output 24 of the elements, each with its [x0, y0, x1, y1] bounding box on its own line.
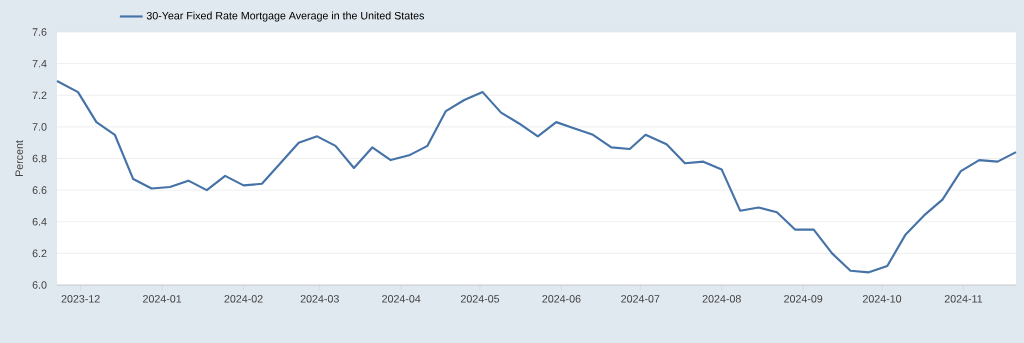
- y-tick-label: 6.0: [32, 281, 47, 289]
- x-tick-label: 2024-02: [224, 295, 263, 303]
- x-tick-label: 2024-04: [382, 295, 421, 303]
- x-tick-label: 2024-05: [460, 295, 500, 303]
- x-tick-label: 2023-12: [61, 295, 100, 303]
- y-tick-label: 6.4: [32, 217, 47, 226]
- x-tick-label: 2024-06: [542, 295, 581, 303]
- y-tick-label: 7.6: [32, 28, 47, 36]
- legend-label: 30-Year Fixed Rate Mortgage Average in the United States: [146, 11, 425, 22]
- x-tick-label: 2024-08: [702, 295, 741, 303]
- y-tick-label: 7.4: [32, 59, 47, 68]
- x-tick-label: 2024-07: [621, 295, 660, 303]
- x-tick-label: 2024-03: [300, 295, 339, 303]
- y-tick-label: 6.8: [32, 154, 47, 163]
- x-tick-label: 2024-01: [143, 295, 182, 303]
- y-tick-label: 6.2: [32, 249, 47, 258]
- y-tick-label: 7.2: [32, 91, 47, 99]
- x-tick-label: 2024-09: [784, 295, 823, 303]
- line-series: [55, 79, 1018, 274]
- y-tick-label: 6.6: [32, 186, 47, 194]
- x-tick-label: 2024-10: [862, 295, 902, 303]
- y-axis-title: Percent: [15, 140, 23, 176]
- y-tick-label: 7.0: [32, 123, 47, 131]
- x-tick-label: 2024-11: [944, 295, 983, 303]
